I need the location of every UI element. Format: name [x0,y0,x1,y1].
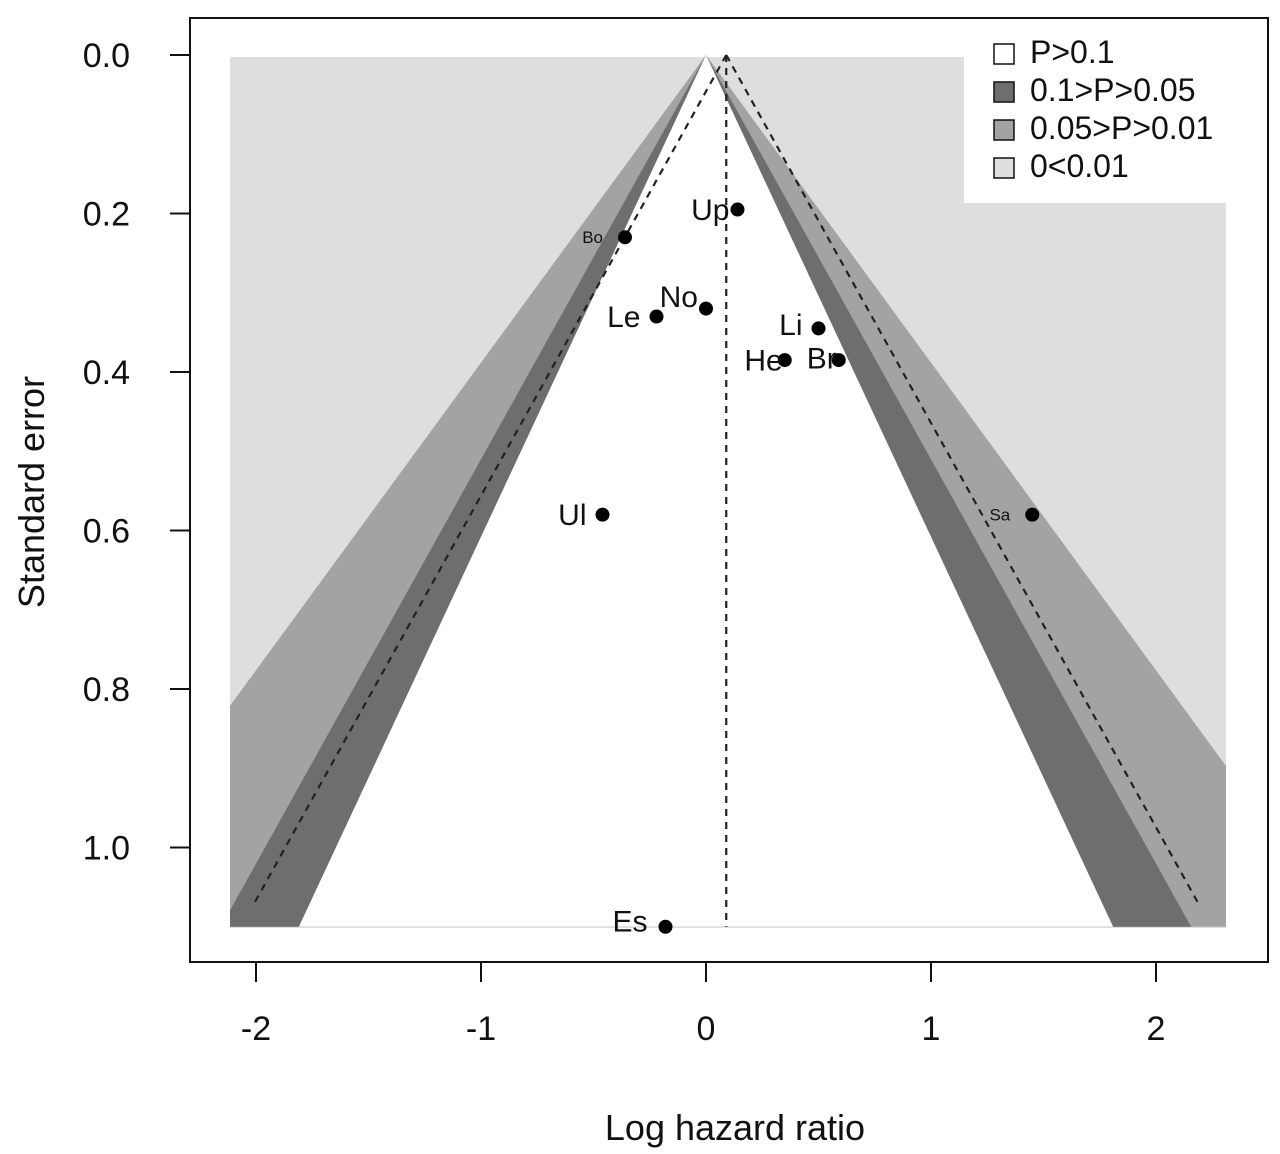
point-Up [730,202,745,217]
x-axis: -2 -1 0 1 2 [241,961,1166,1048]
legend-label: 0.05>P>0.01 [1030,110,1213,146]
legend-swatch [993,43,1015,65]
y-axis-title: Standard error [11,376,52,608]
y-tick-label: 1.0 [83,830,130,868]
y-axis: 0.0 0.2 0.4 0.6 0.8 1.0 [83,37,191,868]
point-Es [658,919,673,934]
label-Ul: Ul [558,499,586,532]
legend: P>0.10.1>P>0.050.05>P>0.010<0.01 [964,18,1268,203]
y-tick-label: 0.8 [83,671,130,709]
legend-label: 0<0.01 [1030,148,1129,184]
point-Sa [1025,507,1040,522]
ci-line-right [725,54,1200,904]
reference-lines [253,54,1200,927]
label-Li: Li [779,309,802,342]
legend-swatch [993,157,1015,179]
point-Br [831,353,846,368]
x-axis-title: Log hazard ratio [605,1107,865,1148]
point-Bo [618,230,632,245]
point-No [699,301,713,316]
legend-swatch [993,81,1015,103]
label-Bo: Bo [582,228,603,247]
point-Li [811,321,826,336]
label-No: No [660,281,698,314]
x-tick-label: 1 [922,1010,941,1048]
label-Up: Up [691,194,729,227]
legend-label: P>0.1 [1030,34,1115,70]
point-He [777,353,792,368]
x-tick-label: 2 [1147,1010,1166,1048]
x-tick-label: -1 [466,1010,496,1048]
x-tick-label: 0 [697,1010,716,1048]
y-tick-label: 0.0 [83,37,130,75]
label-Sa: Sa [989,506,1010,525]
y-tick-label: 0.6 [83,513,130,551]
point-Ul [595,507,610,522]
legend-label: 0.1>P>0.05 [1030,72,1195,108]
ci-line-left [253,54,728,904]
label-Le: Le [607,301,640,334]
point-Le [649,309,664,324]
legend-swatch [993,119,1015,141]
y-tick-label: 0.4 [83,354,130,392]
y-tick-label: 0.2 [83,196,130,234]
mask-bottom [0,928,1280,1154]
contour-P-0.1 [298,55,1114,927]
study-points [595,202,1040,934]
x-tick-label: -2 [241,1010,271,1048]
label-Br: Br [807,343,837,376]
label-He: He [744,345,782,378]
label-Es: Es [612,905,647,938]
